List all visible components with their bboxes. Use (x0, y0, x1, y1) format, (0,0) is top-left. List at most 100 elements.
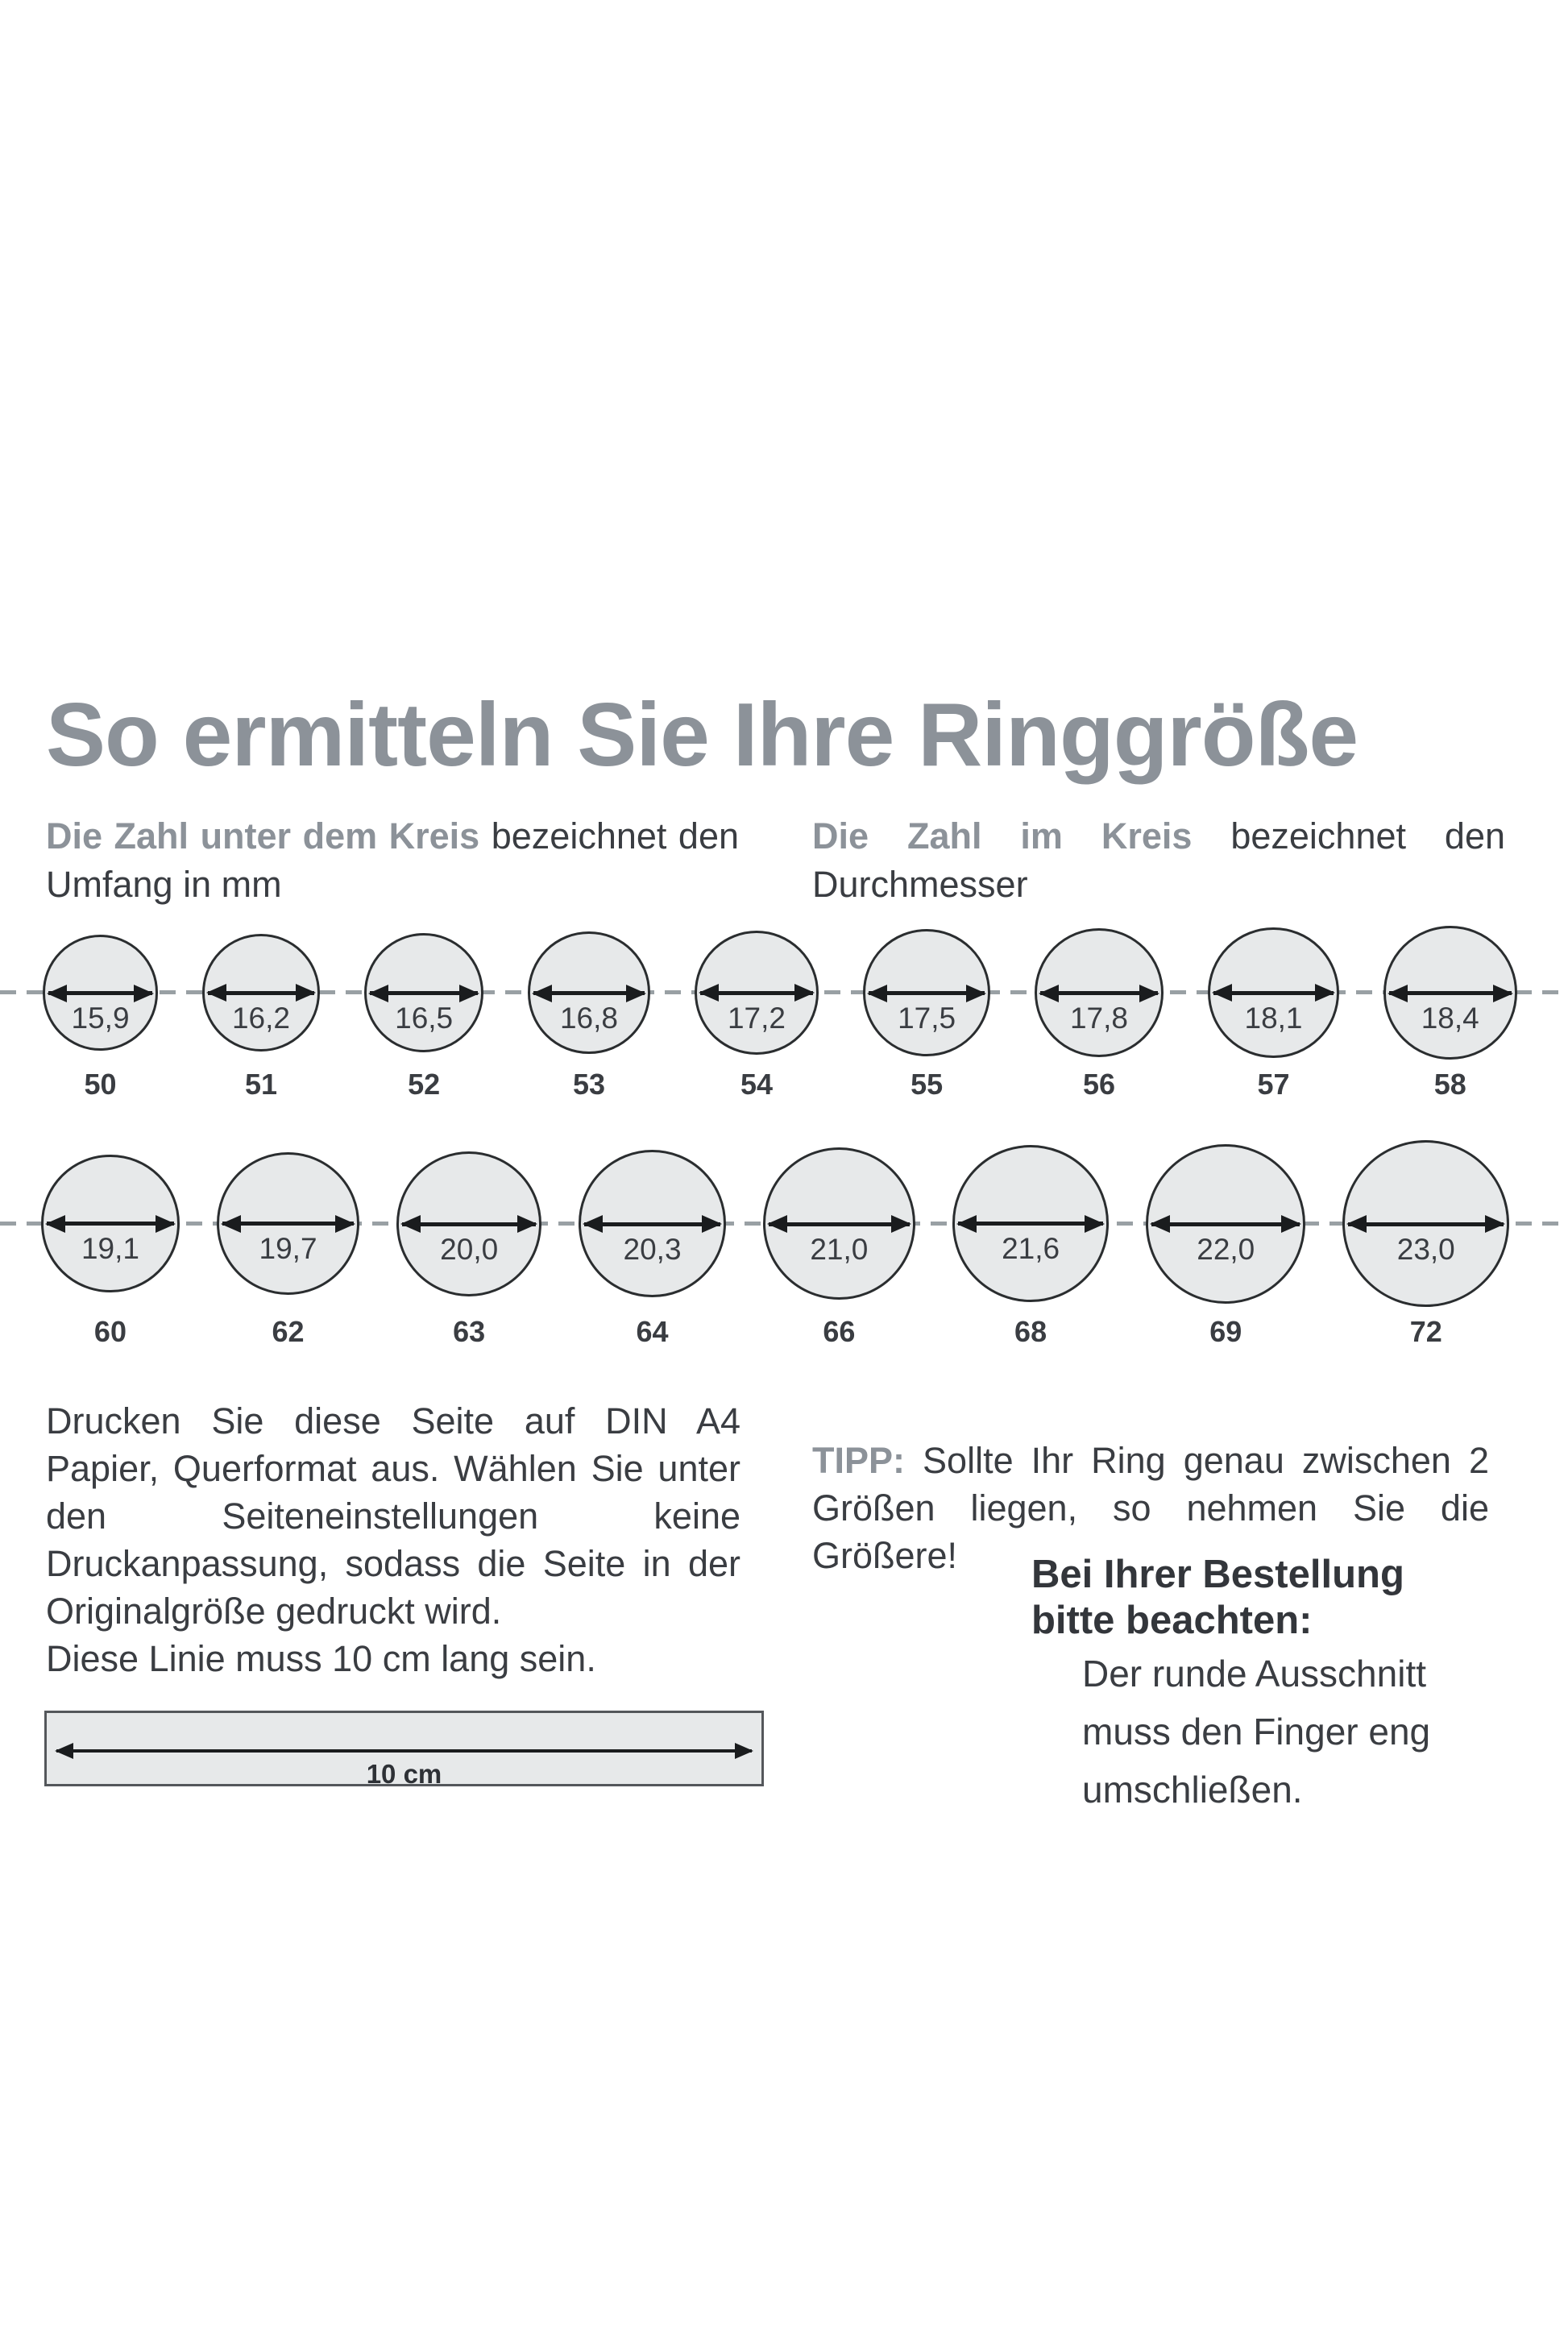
diameter-arrow-icon (956, 1214, 1105, 1233)
ring-circle: 17,2 (694, 930, 819, 1056)
diameter-label: 17,2 (727, 1001, 786, 1035)
ruler-note: Diese Linie muss 10 cm lang sein. (46, 1638, 596, 1679)
ring-size-item: 16,5 52 (363, 926, 484, 1101)
diameter-label: 20,0 (440, 1232, 499, 1266)
ring-size-label: 60 (93, 1315, 127, 1348)
size-chart-row-1: 15,9 50 16,2 51 (0, 926, 1568, 1101)
ring-size-item: 20,3 64 (579, 1140, 726, 1349)
ring-size-item: 19,1 60 (41, 1140, 180, 1349)
ring-size-item: 17,5 55 (863, 926, 990, 1101)
ring-size-label: 54 (740, 1068, 773, 1101)
circle-box: 18,1 (1208, 926, 1339, 1060)
diameter-label: 16,2 (231, 1001, 290, 1035)
ring-size-label: 53 (572, 1068, 605, 1101)
ruler-length-label: 10 cm (366, 1759, 442, 1789)
diameter-label: 15,9 (71, 1002, 130, 1035)
circle-box: 19,1 (41, 1140, 180, 1307)
ring-size-item: 15,9 50 (43, 926, 159, 1101)
diameter-arrow-icon (46, 984, 155, 1002)
ring-size-label: 52 (408, 1068, 441, 1101)
ring-size-item: 19,7 62 (216, 1140, 360, 1349)
diameter-label: 17,8 (1069, 1002, 1128, 1035)
ring-size-label: 72 (1409, 1315, 1442, 1348)
diameter-arrow-icon (698, 984, 815, 1002)
tip-paragraph: TIPP: Sollte Ihr Ring genau zwischen 2 G… (812, 1437, 1489, 1579)
ring-circle: 22,0 (1146, 1143, 1306, 1304)
diameter-label: 23,0 (1396, 1232, 1455, 1266)
diameter-arrow-icon (400, 1215, 538, 1233)
ring-circle: 20,3 (579, 1150, 726, 1297)
tip-label: TIPP: (812, 1440, 906, 1481)
ring-size-label: 51 (244, 1068, 278, 1101)
tip-text: Sollte Ihr Ring genau zwischen 2 Größen … (812, 1440, 1489, 1576)
diameter-label: 21,6 (1002, 1232, 1060, 1266)
ring-circle: 19,7 (216, 1151, 360, 1296)
page-title: So ermitteln Sie Ihre Ringgröße (46, 685, 1359, 786)
circle-box: 21,6 (952, 1140, 1110, 1307)
intro-right: Die Zahl im Kreis bezeichnet den Durchme… (812, 812, 1505, 909)
ring-circle: 19,1 (41, 1154, 180, 1293)
diameter-arrow-icon (1387, 984, 1513, 1002)
circle-box: 17,5 (863, 926, 990, 1060)
ring-size-item: 21,6 68 (952, 1140, 1110, 1349)
ring-circle: 18,1 (1208, 927, 1339, 1059)
ring-circle: 16,5 (363, 932, 484, 1053)
diameter-arrow-icon (867, 984, 986, 1002)
ruler-arrow-icon (55, 1743, 753, 1759)
intro-left-highlight: Die Zahl unter dem Kreis (46, 815, 480, 857)
ring-circle: 21,0 (762, 1147, 915, 1300)
ring-size-label: 57 (1257, 1068, 1290, 1101)
ring-circle: 15,9 (43, 935, 159, 1051)
ring-size-item: 16,8 53 (528, 926, 650, 1101)
diameter-label: 16,5 (395, 1002, 454, 1035)
circle-box: 16,5 (363, 926, 484, 1060)
ring-size-item: 21,0 66 (762, 1140, 915, 1349)
diameter-arrow-icon (583, 1215, 722, 1233)
diameter-label: 21,0 (810, 1232, 869, 1266)
circle-box: 20,0 (396, 1140, 542, 1307)
diameter-arrow-icon (1346, 1215, 1506, 1233)
ring-size-label: 69 (1209, 1315, 1242, 1348)
diameter-arrow-icon (532, 984, 646, 1002)
intro-left-rest: bezeichnet den Umfang in mm (46, 815, 740, 905)
intro-right-rest: bezeichnet den Durchmesser (812, 815, 1506, 905)
ring-circle: 17,5 (863, 929, 990, 1056)
diameter-arrow-icon (1150, 1215, 1302, 1233)
ring-circle: 18,4 (1383, 926, 1517, 1060)
order-note-body: Der runde Ausschnitt muss den Finger eng… (1082, 1653, 1431, 1811)
ring-circle: 16,8 (528, 931, 650, 1054)
ring-circle: 23,0 (1342, 1140, 1510, 1307)
circle-box: 15,9 (43, 926, 159, 1060)
circle-box: 17,2 (694, 926, 819, 1060)
diameter-arrow-icon (766, 1215, 911, 1233)
diameter-label: 18,4 (1421, 1002, 1479, 1035)
diameter-label: 20,3 (623, 1232, 682, 1266)
diameter-arrow-icon (45, 1214, 176, 1233)
size-chart-row-2: 19,1 60 19,7 62 (0, 1140, 1568, 1349)
diameter-label: 18,1 (1244, 1001, 1303, 1035)
circle-box: 17,8 (1034, 926, 1164, 1060)
order-note-heading: Bei Ihrer Bestellung bitte beachten: (1031, 1552, 1404, 1644)
ring-size-item: 18,1 57 (1208, 926, 1339, 1101)
calibration-ruler: 10 cm (44, 1711, 764, 1789)
circle-box: 21,0 (762, 1140, 915, 1307)
ring-size-label: 55 (911, 1068, 944, 1101)
ring-size-item: 23,0 72 (1342, 1140, 1510, 1349)
circle-box: 16,2 (202, 926, 320, 1060)
circle-box: 20,3 (579, 1140, 726, 1307)
ring-size-item: 22,0 69 (1146, 1140, 1306, 1349)
print-instructions-paragraph: Drucken Sie diese Seite auf DIN A4 Papie… (46, 1400, 740, 1632)
diameter-label: 22,0 (1197, 1232, 1255, 1266)
ring-size-item: 16,2 51 (202, 926, 320, 1101)
diameter-arrow-icon (1212, 984, 1335, 1002)
ring-circle: 20,0 (396, 1151, 542, 1296)
circle-box: 16,8 (528, 926, 650, 1060)
print-instructions: Drucken Sie diese Seite auf DIN A4 Papie… (46, 1397, 740, 1682)
intro-right-highlight: Die Zahl im Kreis (812, 815, 1193, 857)
ring-size-label: 68 (1014, 1315, 1047, 1348)
circle-box: 18,4 (1383, 926, 1517, 1060)
diameter-arrow-icon (1038, 984, 1160, 1002)
ring-circle: 17,8 (1034, 927, 1164, 1058)
ring-size-label: 58 (1433, 1068, 1466, 1101)
ring-size-item: 17,2 54 (694, 926, 819, 1101)
